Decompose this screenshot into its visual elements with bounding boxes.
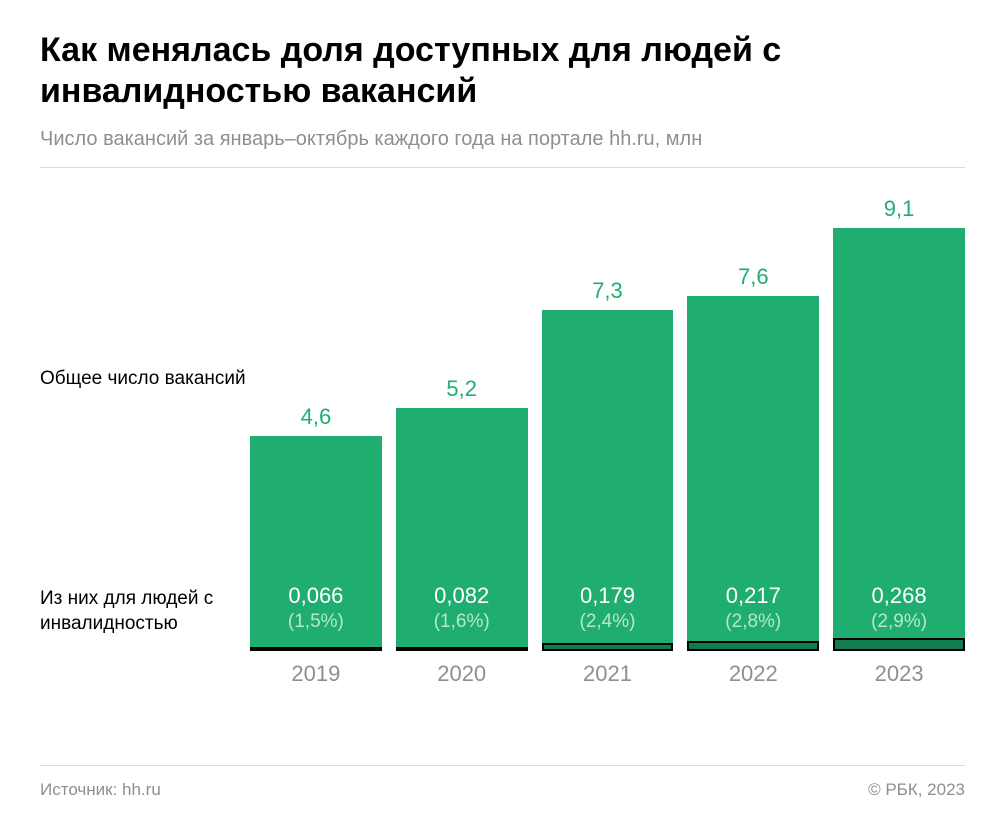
bar-total: 0,066(1,5%) <box>250 436 382 651</box>
copyright-label: © РБК, 2023 <box>868 780 965 800</box>
bar-subset-pct: (2,8%) <box>687 611 819 633</box>
xaxis-label: 2023 <box>833 661 965 687</box>
bar-subset <box>250 647 382 651</box>
bar-subset-pct: (1,6%) <box>396 611 528 633</box>
bar-column: 7,3 0,179(2,4%) <box>542 196 674 651</box>
top-divider <box>40 167 965 168</box>
chart-area: 4,6 0,066(1,5%) 5,2 0,082(1,6%) 7,3 0,179(2,4… <box>250 196 965 687</box>
bar-total: 0,179(2,4%) <box>542 310 674 651</box>
bar-subset-value: 0,066 <box>250 583 382 609</box>
bar-subset-pct: (1,5%) <box>250 611 382 633</box>
bar-inner-labels: 0,268(2,9%) <box>833 583 965 633</box>
chart-container: Общее число вакансий Из них для людей с … <box>40 196 965 687</box>
bar-column: 9,1 0,268(2,9%) <box>833 196 965 651</box>
bar-total: 0,217(2,8%) <box>687 296 819 651</box>
bar-subset-pct: (2,4%) <box>542 611 674 633</box>
bar-subset <box>687 641 819 651</box>
source-label: Источник: hh.ru <box>40 780 161 800</box>
xaxis-label: 2020 <box>396 661 528 687</box>
bar-column: 7,6 0,217(2,8%) <box>687 196 819 651</box>
bar-total-label: 4,6 <box>250 404 382 430</box>
bar-total-label: 5,2 <box>396 376 528 402</box>
bar-total-label: 7,3 <box>542 278 674 304</box>
side-label-total: Общее число вакансий <box>40 366 246 392</box>
side-label-subset: Из них для людей с инвалидностью <box>40 586 250 637</box>
footer: Источник: hh.ru © РБК, 2023 <box>40 765 965 800</box>
bar-inner-labels: 0,082(1,6%) <box>396 583 528 633</box>
side-labels: Общее число вакансий Из них для людей с … <box>40 196 250 687</box>
bar-subset <box>833 638 965 651</box>
bar-total-label: 9,1 <box>833 196 965 222</box>
bar-subset-value: 0,179 <box>542 583 674 609</box>
bar-inner-labels: 0,179(2,4%) <box>542 583 674 633</box>
bottom-divider <box>40 765 965 766</box>
bar-inner-labels: 0,066(1,5%) <box>250 583 382 633</box>
bar-subset-value: 0,082 <box>396 583 528 609</box>
xaxis-row: 2019 2020 2021 2022 2023 <box>250 661 965 687</box>
bar-subset-value: 0,217 <box>687 583 819 609</box>
chart-subtitle: Число вакансий за январь–октябрь каждого… <box>40 128 965 151</box>
bar-subset <box>542 643 674 651</box>
xaxis-label: 2022 <box>687 661 819 687</box>
bar-column: 5,2 0,082(1,6%) <box>396 196 528 651</box>
xaxis-label: 2019 <box>250 661 382 687</box>
bar-subset-value: 0,268 <box>833 583 965 609</box>
bar-total: 0,082(1,6%) <box>396 408 528 651</box>
bar-subset-pct: (2,9%) <box>833 611 965 633</box>
bar-total-label: 7,6 <box>687 264 819 290</box>
bars-row: 4,6 0,066(1,5%) 5,2 0,082(1,6%) 7,3 0,179(2,4… <box>250 196 965 651</box>
bar-inner-labels: 0,217(2,8%) <box>687 583 819 633</box>
bar-total: 0,268(2,9%) <box>833 228 965 651</box>
bar-subset <box>396 647 528 651</box>
xaxis-label: 2021 <box>542 661 674 687</box>
chart-title: Как менялась доля доступных для людей с … <box>40 30 965 112</box>
bar-column: 4,6 0,066(1,5%) <box>250 196 382 651</box>
